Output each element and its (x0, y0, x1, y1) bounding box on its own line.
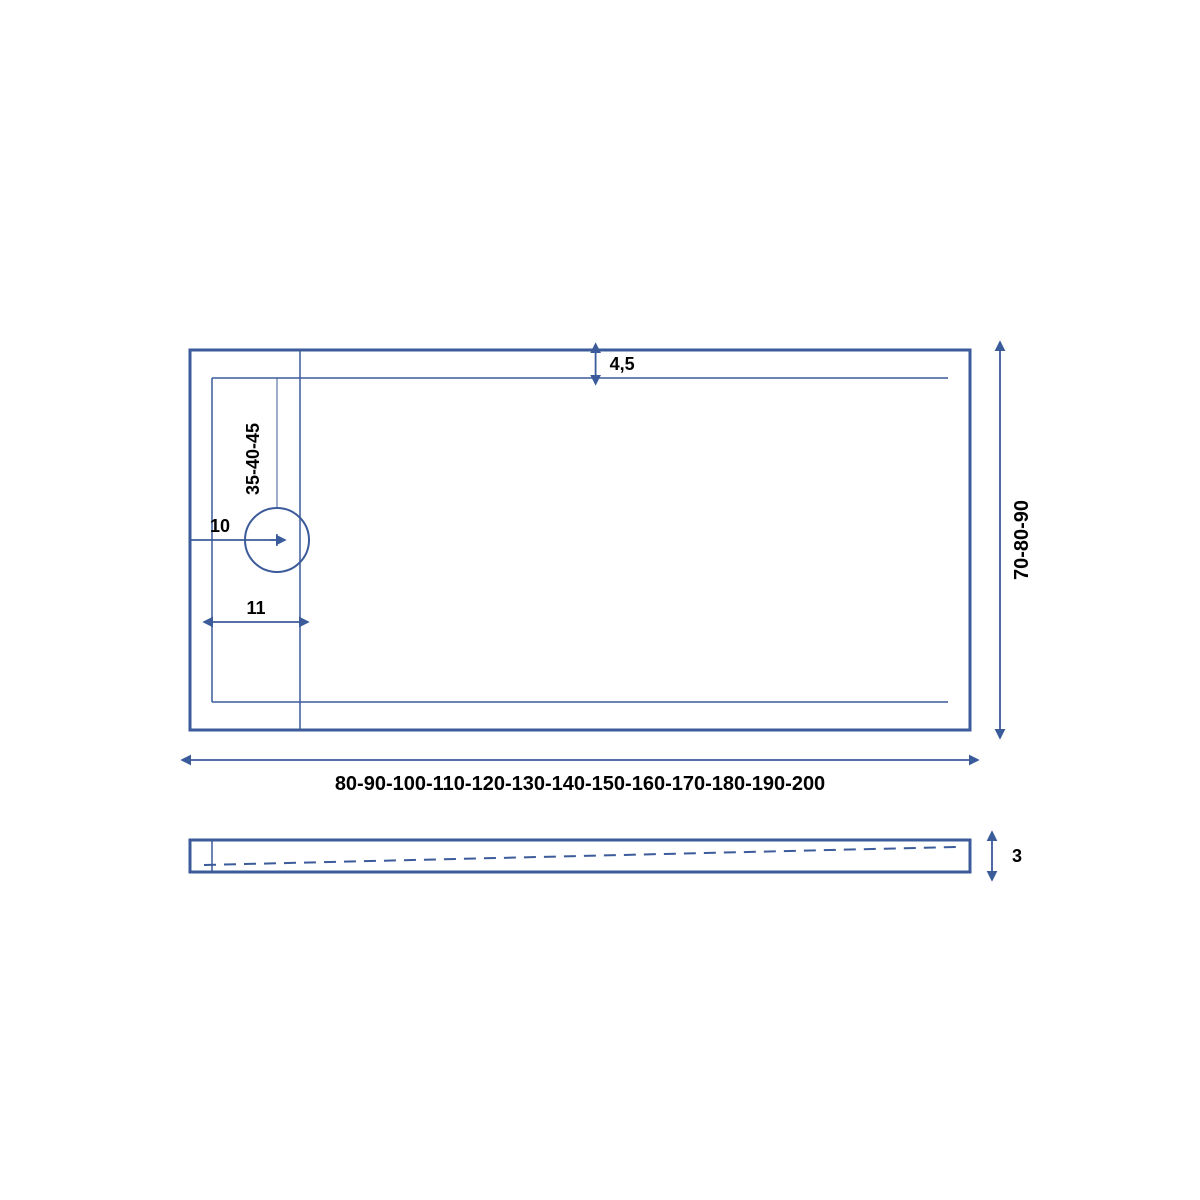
dim-thickness-label: 3 (1012, 846, 1022, 866)
dim-drain-center-label: 35-40-45 (243, 423, 263, 495)
outer-rect (190, 350, 970, 730)
side-view (190, 840, 970, 872)
side-rect (190, 840, 970, 872)
top-view (190, 350, 970, 730)
dim-height-label: 70-80-90 (1011, 500, 1033, 580)
dim-band-label: 11 (246, 598, 265, 618)
dim-drain-offset-label: 10 (210, 516, 230, 536)
slope-line (204, 847, 956, 865)
dim-width-label: 80-90-100-110-120-130-140-150-160-170-18… (335, 773, 825, 795)
dim-margin-label: 4,5 (610, 354, 635, 374)
